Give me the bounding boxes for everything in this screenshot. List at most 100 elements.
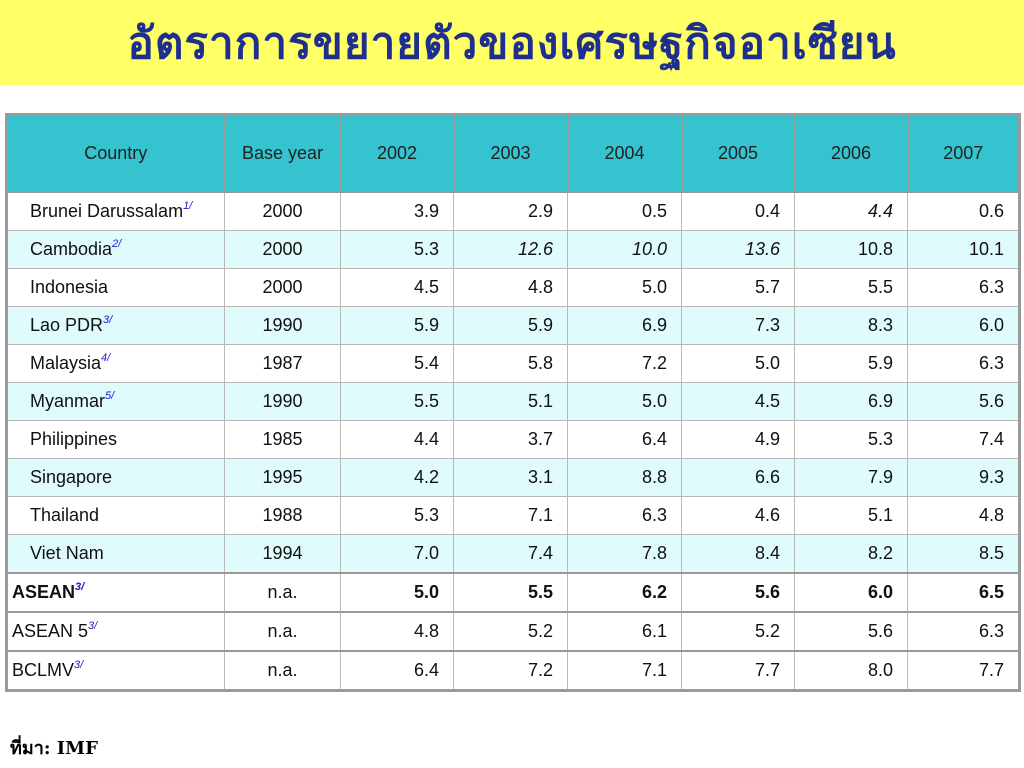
growth-table-container: Country Base year 2002 2003 2004 2005 20… bbox=[5, 113, 1021, 692]
value-cell-2002: 4.5 bbox=[340, 268, 454, 307]
value-cell-2005: 4.6 bbox=[681, 496, 795, 535]
base-year-cell: n.a. bbox=[224, 650, 341, 691]
value-cell-2007: 6.5 bbox=[907, 572, 1020, 613]
value-cell-2002: 6.4 bbox=[340, 650, 454, 691]
country-name: Myanmar bbox=[30, 391, 106, 411]
country-name: BCLMV bbox=[12, 660, 75, 680]
base-year-cell: 2000 bbox=[224, 230, 341, 269]
value-cell-2007: 0.6 bbox=[907, 191, 1020, 231]
value-cell-2007: 9.3 bbox=[907, 458, 1020, 497]
value-cell-2002: 4.8 bbox=[340, 611, 454, 652]
table-row: Myanmar5/1990 5.5 5.1 5.0 4.5 6.9 5.6 bbox=[6, 382, 1020, 421]
base-year-cell: n.a. bbox=[224, 572, 341, 613]
value-cell-2007: 8.5 bbox=[907, 534, 1020, 574]
value-cell-2002: 5.3 bbox=[340, 230, 454, 269]
value-cell-2003: 5.5 bbox=[453, 572, 568, 613]
table-row: Philippines 1985 4.4 3.7 6.4 4.9 5.3 7.4 bbox=[6, 420, 1020, 459]
base-year-cell: 1994 bbox=[224, 534, 341, 574]
country-cell: Malaysia4/ bbox=[6, 344, 225, 383]
base-year-cell: 2000 bbox=[224, 268, 341, 307]
country-name: Thailand bbox=[30, 505, 100, 525]
country-name: Lao PDR bbox=[30, 315, 104, 335]
footnote-marker: 2/ bbox=[112, 238, 122, 250]
base-year-cell: 1985 bbox=[224, 420, 341, 459]
value-cell-2006: 5.5 bbox=[794, 268, 908, 307]
value-cell-2006: 10.8 bbox=[794, 230, 908, 269]
value-cell-2004: 5.0 bbox=[567, 382, 682, 421]
value-cell-2002: 7.0 bbox=[340, 534, 454, 574]
value-cell-2004: 0.5 bbox=[567, 191, 682, 231]
growth-table: Country Base year 2002 2003 2004 2005 20… bbox=[5, 113, 1021, 692]
value-cell-2004: 5.0 bbox=[567, 268, 682, 307]
value-cell-2004: 10.0 bbox=[567, 230, 682, 269]
country-cell: Singapore bbox=[6, 458, 225, 497]
value-cell-2004: 6.4 bbox=[567, 420, 682, 459]
value-cell-2006: 4.4 bbox=[794, 191, 908, 231]
aggregate-row: BCLMV3/n.a. 6.4 7.2 7.1 7.7 8.0 7.7 bbox=[6, 650, 1020, 691]
value-cell-2005: 8.4 bbox=[681, 534, 795, 574]
footnote-marker: 5/ bbox=[105, 390, 115, 402]
value-cell-2006: 5.3 bbox=[794, 420, 908, 459]
footnote-marker: 4/ bbox=[101, 352, 111, 364]
value-cell-2007: 6.3 bbox=[907, 611, 1020, 652]
footnote-marker: 3/ bbox=[75, 581, 85, 593]
value-cell-2003: 5.1 bbox=[453, 382, 568, 421]
value-cell-2002: 5.4 bbox=[340, 344, 454, 383]
value-cell-2002: 5.3 bbox=[340, 496, 454, 535]
value-cell-2003: 7.2 bbox=[453, 650, 568, 691]
header-2002: 2002 bbox=[339, 113, 455, 193]
value-cell-2004: 8.8 bbox=[567, 458, 682, 497]
country-cell: BCLMV3/ bbox=[6, 650, 225, 691]
table-row: Brunei Darussalam1/2000 3.9 2.9 0.5 0.4 4.4 0.… bbox=[6, 191, 1020, 231]
country-cell: Thailand bbox=[6, 496, 225, 535]
value-cell-2006: 7.9 bbox=[794, 458, 908, 497]
value-cell-2005: 7.7 bbox=[681, 650, 795, 691]
table-row: Lao PDR3/1990 5.9 5.9 6.9 7.3 8.3 6.0 bbox=[6, 306, 1020, 345]
value-cell-2006: 5.6 bbox=[794, 611, 908, 652]
value-cell-2003: 7.4 bbox=[453, 534, 568, 574]
table-row: Singapore 1995 4.2 3.1 8.8 6.6 7.9 9.3 bbox=[6, 458, 1020, 497]
header-country: Country bbox=[5, 113, 226, 193]
country-cell: Lao PDR3/ bbox=[6, 306, 225, 345]
country-cell: Myanmar5/ bbox=[6, 382, 225, 421]
value-cell-2004: 6.3 bbox=[567, 496, 682, 535]
title-banner: อัตราการขยายตัวของเศรษฐกิจอาเซียน bbox=[0, 0, 1024, 85]
country-cell: ASEAN3/ bbox=[6, 572, 225, 613]
value-cell-2007: 7.4 bbox=[907, 420, 1020, 459]
base-year-cell: 2000 bbox=[224, 191, 341, 231]
value-cell-2004: 7.2 bbox=[567, 344, 682, 383]
value-cell-2005: 5.2 bbox=[681, 611, 795, 652]
footnote-marker: 3/ bbox=[103, 314, 113, 326]
value-cell-2007: 6.3 bbox=[907, 268, 1020, 307]
value-cell-2005: 0.4 bbox=[681, 191, 795, 231]
base-year-cell: 1988 bbox=[224, 496, 341, 535]
table-row: Thailand 1988 5.3 7.1 6.3 4.6 5.1 4.8 bbox=[6, 496, 1020, 535]
country-name: Singapore bbox=[30, 467, 113, 487]
country-name: Philippines bbox=[30, 429, 118, 449]
header-2004: 2004 bbox=[566, 113, 683, 193]
value-cell-2002: 5.0 bbox=[340, 572, 454, 613]
header-base-year: Base year bbox=[223, 113, 342, 193]
value-cell-2006: 8.3 bbox=[794, 306, 908, 345]
value-cell-2006: 8.2 bbox=[794, 534, 908, 574]
value-cell-2004: 6.9 bbox=[567, 306, 682, 345]
value-cell-2006: 6.0 bbox=[794, 572, 908, 613]
value-cell-2007: 6.0 bbox=[907, 306, 1020, 345]
aggregate-row: ASEAN 53/n.a. 4.8 5.2 6.1 5.2 5.6 6.3 bbox=[6, 611, 1020, 652]
country-cell: ASEAN 53/ bbox=[6, 611, 225, 652]
value-cell-2003: 5.9 bbox=[453, 306, 568, 345]
country-name: Malaysia bbox=[30, 353, 102, 373]
base-year-cell: 1995 bbox=[224, 458, 341, 497]
value-cell-2005: 7.3 bbox=[681, 306, 795, 345]
value-cell-2007: 7.7 bbox=[907, 650, 1020, 691]
value-cell-2003: 7.1 bbox=[453, 496, 568, 535]
country-cell: Philippines bbox=[6, 420, 225, 459]
country-cell: Indonesia bbox=[6, 268, 225, 307]
value-cell-2005: 5.0 bbox=[681, 344, 795, 383]
country-name: Viet Nam bbox=[30, 543, 104, 563]
value-cell-2005: 5.7 bbox=[681, 268, 795, 307]
footnote-marker: 1/ bbox=[183, 200, 193, 212]
table-row: Viet Nam 1994 7.0 7.4 7.8 8.4 8.2 8.5 bbox=[6, 534, 1020, 574]
value-cell-2002: 4.2 bbox=[340, 458, 454, 497]
header-2003: 2003 bbox=[452, 113, 569, 193]
